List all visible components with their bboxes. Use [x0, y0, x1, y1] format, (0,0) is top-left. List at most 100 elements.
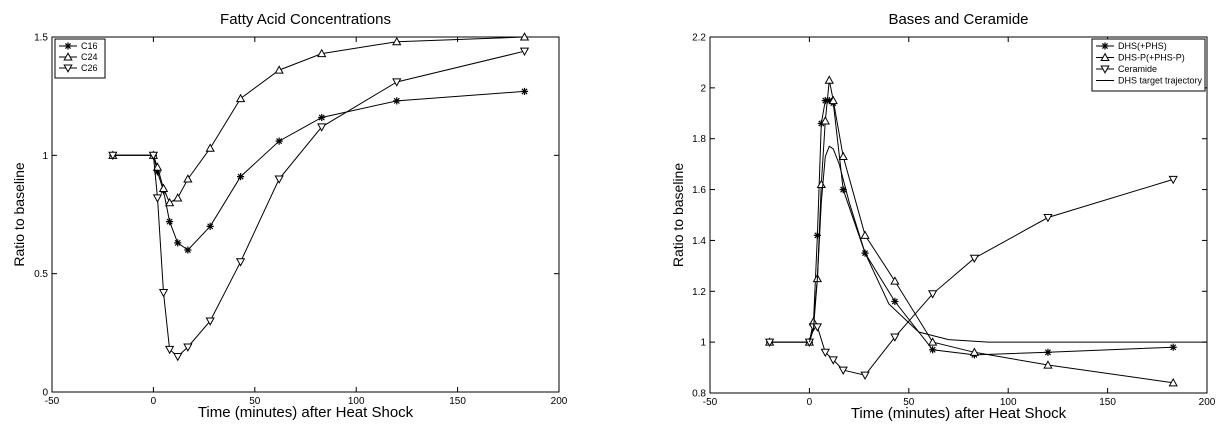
- data-point: [519, 47, 530, 57]
- series-line: [769, 178, 1174, 376]
- data-point: [860, 371, 870, 381]
- x-tick-label: 50: [249, 396, 261, 407]
- data-point: [1044, 348, 1052, 356]
- y-tick-label: 1.5: [34, 33, 48, 44]
- data-point: [820, 116, 830, 125]
- data-point: [235, 258, 246, 267]
- data-point: [183, 343, 193, 352]
- data-point: [318, 113, 326, 122]
- data-point: [820, 348, 830, 358]
- data-point: [828, 356, 838, 365]
- legend-box: [1091, 38, 1206, 92]
- series-dhs-p-phs-p-: [764, 75, 1178, 387]
- data-point: [152, 194, 163, 203]
- legend-marker: [63, 64, 73, 73]
- data-point: [828, 95, 838, 105]
- series-line: [112, 90, 525, 251]
- legend-label: Ceramide: [1118, 64, 1157, 74]
- x-tick-label: 200: [551, 396, 568, 407]
- y-tick-label: 1: [700, 338, 706, 349]
- y-tick-label: 0.5: [34, 269, 48, 280]
- y-tick-label: 1.6: [692, 185, 706, 196]
- data-point: [928, 290, 938, 299]
- series-ceramide: [764, 175, 1178, 381]
- series-line: [769, 100, 1174, 356]
- data-point: [317, 123, 327, 132]
- series-c26: [108, 47, 530, 362]
- legend-label: DHS-P(+PHS-P): [1118, 53, 1185, 63]
- x-tick-label: -50: [703, 397, 718, 408]
- data-point: [891, 297, 899, 306]
- data-point: [235, 93, 246, 103]
- data-point: [816, 179, 826, 189]
- data-point: [1168, 175, 1178, 185]
- series-line: [112, 50, 525, 358]
- data-point: [1168, 377, 1178, 387]
- legend-marker: [1101, 42, 1109, 50]
- data-point: [274, 175, 284, 184]
- data-point: [392, 78, 402, 87]
- series-c16: [109, 87, 529, 254]
- y-tick-label: 2: [700, 83, 706, 94]
- y-tick-label: 2.2: [692, 33, 706, 44]
- data-point: [158, 183, 169, 193]
- data-point: [969, 347, 980, 356]
- x-axis-label: Time (minutes) after Heat Shock: [198, 404, 414, 421]
- chart-title: Bases and Ceramide: [888, 11, 1028, 28]
- legend-label: DHS target trajectory: [1118, 76, 1203, 86]
- data-point: [1043, 214, 1053, 223]
- x-tick-label: 100: [348, 396, 365, 407]
- data-point: [317, 48, 327, 58]
- data-point: [860, 230, 870, 239]
- data-point: [205, 317, 215, 326]
- data-point: [1169, 343, 1177, 351]
- data-point: [812, 323, 823, 332]
- data-point: [520, 87, 529, 96]
- legend-label: C26: [81, 63, 98, 73]
- legend-label: DHS(+PHS): [1118, 41, 1167, 51]
- x-tick-label: 100: [1000, 397, 1017, 408]
- x-axis-label: Time (minutes) after Heat Shock: [851, 405, 1067, 422]
- plot-frame: [51, 36, 560, 393]
- x-tick-label: 0: [151, 396, 157, 407]
- x-tick-label: 200: [1199, 397, 1216, 408]
- y-axis-label: Ratio to baseline: [11, 162, 27, 267]
- data-point: [205, 143, 215, 152]
- data-point: [890, 333, 900, 342]
- data-point: [929, 346, 937, 354]
- y-tick-label: 1: [42, 151, 48, 162]
- series-dhs-target-trajectory: [808, 145, 1207, 343]
- legend-marker: [1100, 52, 1110, 62]
- y-tick-label: 1.4: [692, 236, 706, 247]
- x-tick-label: -50: [45, 396, 60, 407]
- y-tick-label: 1.8: [692, 134, 706, 145]
- legend: DHS(+PHS) DHS-P(+PHS-P)Ceramide DHS target…: [1091, 38, 1206, 92]
- data-point: [148, 151, 159, 161]
- data-point: [237, 173, 245, 181]
- chart-panel-2: Bases and Ceramide -50 0 50 100 150 200 0.8 1 1.2…: [670, 11, 1216, 422]
- data-point: [174, 239, 182, 247]
- data-point: [393, 97, 401, 105]
- series-line: [769, 80, 1174, 384]
- data-point: [1043, 360, 1053, 369]
- data-point: [838, 366, 848, 375]
- legend-marker: [63, 52, 73, 61]
- legend-label: C16: [81, 41, 98, 51]
- data-point: [274, 65, 284, 74]
- data-point: [158, 289, 169, 298]
- x-tick-label: 50: [903, 397, 915, 408]
- legend-marker: [1100, 65, 1110, 74]
- y-tick-label: 0.8: [692, 389, 706, 400]
- data-point: [152, 162, 163, 171]
- data-point: [392, 36, 402, 46]
- data-point: [183, 174, 193, 183]
- data-point: [824, 75, 834, 84]
- data-point: [184, 246, 192, 254]
- data-point: [108, 151, 118, 161]
- y-axis-label: Ratio to baseline: [670, 163, 686, 268]
- chart-panel-1: Fatty Acid Concentrations-50 0 50 100 150 200…: [11, 11, 568, 421]
- x-tick-label: 150: [1099, 397, 1116, 408]
- data-point: [164, 197, 175, 207]
- data-point: [173, 193, 183, 202]
